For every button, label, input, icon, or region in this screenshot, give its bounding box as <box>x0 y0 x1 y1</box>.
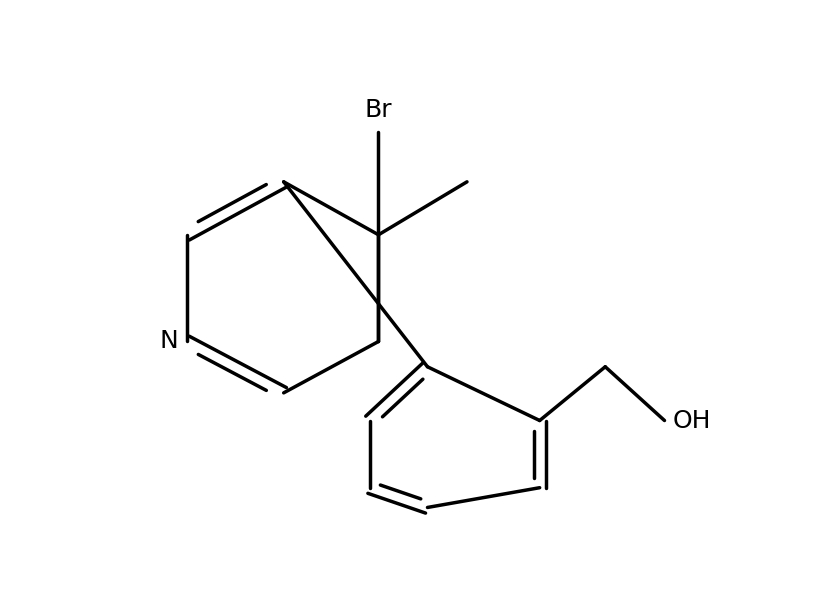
Text: OH: OH <box>672 409 711 433</box>
Text: N: N <box>160 329 179 353</box>
Text: Br: Br <box>364 98 392 122</box>
